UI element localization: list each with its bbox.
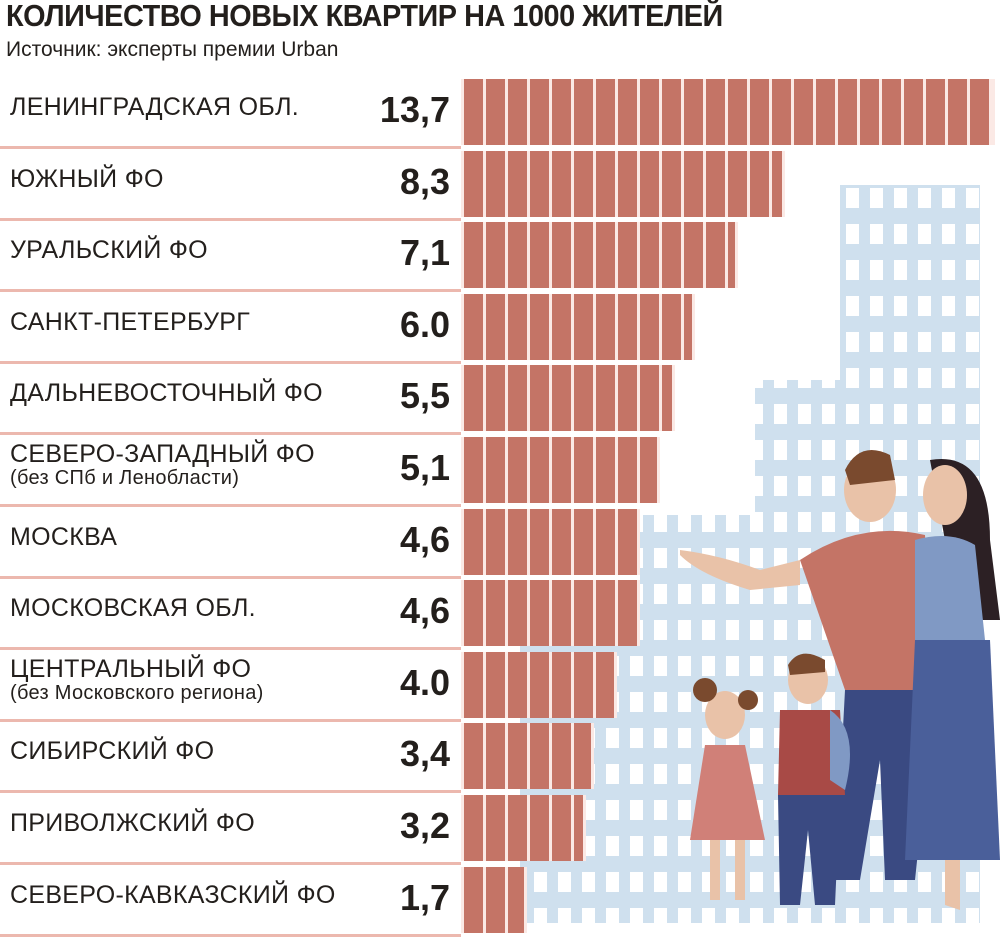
row-separator: [0, 146, 461, 149]
category-name: ЮЖНЫЙ ФО: [10, 164, 164, 193]
boy-figure: [778, 653, 850, 905]
row-separator: [0, 575, 461, 579]
category-name: СЕВЕРО-КАВКАЗСКИЙ ФО: [10, 880, 336, 909]
value-label: 4,6: [399, 590, 450, 632]
bar: [461, 651, 617, 718]
category-label: СЕВЕРО-ЗАПАДНЫЙ ФО (без СПб и Ленобласти): [10, 441, 315, 489]
category-name: МОСКВА: [10, 522, 118, 551]
bar: [461, 580, 641, 647]
row-separator: [0, 360, 461, 364]
bar-row: ЦЕНТРАЛЬНЫЙ ФО (без Московского региона) 4…: [0, 651, 1000, 722]
category-label: САНКТ-ПЕТЕРБУРГ: [10, 308, 250, 337]
category-note: (без Московского региона): [10, 681, 264, 704]
category-name: ЛЕНИНГРАДСКАЯ ОБЛ.: [10, 93, 300, 121]
category-label: УРАЛЬСКИЙ ФО: [10, 236, 208, 265]
bar-row: САНКТ-ПЕТЕРБУРГ 6.0: [0, 293, 1000, 364]
bar: [461, 365, 676, 432]
bar: [461, 723, 594, 790]
value-label: 7,1: [399, 232, 450, 274]
row-separator: [0, 647, 461, 651]
bar-row: ДАЛЬНЕВОСТОЧНЫЙ ФО 5,5: [0, 365, 1000, 436]
category-name: УРАЛЬСКИЙ ФО: [10, 236, 208, 265]
value-label: 5,5: [399, 375, 450, 417]
chart-source: Источник: эксперты премии Urban: [6, 38, 339, 61]
row-separator: [0, 862, 461, 865]
category-label: ДАЛЬНЕВОСТОЧНЫЙ ФО: [10, 379, 323, 408]
chart-title: КОЛИЧЕСТВО НОВЫХ КВАРТИР НА 1000 ЖИТЕЛЕЙ: [6, 0, 723, 33]
bar-row: МОСКОВСКАЯ ОБЛ. 4,6: [0, 580, 1000, 651]
value-label: 3,4: [399, 733, 450, 775]
bar: [461, 866, 528, 933]
category-name: САНКТ-ПЕТЕРБУРГ: [10, 307, 251, 336]
bar-row: СЕВЕРО-ЗАПАДНЫЙ ФО (без СПб и Ленобласти)…: [0, 437, 1000, 507]
woman-figure: [905, 459, 1000, 910]
value-label: 5,1: [399, 447, 450, 488]
row-separator: [0, 718, 461, 722]
row-separator: [0, 217, 461, 221]
value-label: 3,2: [399, 805, 450, 846]
bar: [461, 795, 586, 861]
bar: [461, 79, 995, 145]
category-name: ДАЛЬНЕВОСТОЧНЫЙ ФО: [10, 379, 323, 408]
category-name: ЦЕНТРАЛЬНЫЙ ФО: [10, 654, 252, 683]
bar: [461, 293, 695, 360]
category-name: МОСКОВСКАЯ ОБЛ.: [10, 594, 256, 623]
row-separator: [0, 432, 461, 436]
value-label: 1,7: [399, 876, 450, 918]
bar-row: ЮЖНЫЙ ФО 8,3: [0, 150, 1000, 221]
bar: [461, 437, 660, 503]
bar-row: УРАЛЬСКИЙ ФО 7,1: [0, 222, 1000, 293]
bar: [461, 508, 641, 575]
category-label: ЦЕНТРАЛЬНЫЙ ФО (без Московского региона): [10, 656, 264, 704]
row-separator: [0, 504, 461, 507]
value-label: 4.0: [399, 661, 450, 703]
category-label: МОСКОВСКАЯ ОБЛ.: [10, 594, 256, 623]
bar: [461, 150, 785, 217]
category-name: СИБИРСКИЙ ФО: [10, 737, 215, 766]
bar-row: МОСКВА 4,6: [0, 508, 1000, 579]
category-label: ЮЖНЫЙ ФО: [10, 165, 164, 194]
bar: [461, 222, 738, 289]
value-label: 13,7: [379, 89, 450, 130]
category-name: СЕВЕРО-ЗАПАДНЫЙ ФО: [10, 440, 315, 468]
row-separator: [0, 933, 461, 937]
category-label: СИБИРСКИЙ ФО: [10, 737, 214, 766]
value-label: 4,6: [399, 518, 450, 560]
bar-row: ПРИВОЛЖСКИЙ ФО 3,2: [0, 795, 1000, 865]
category-label: СЕВЕРО-КАВКАЗСКИЙ ФО: [10, 881, 336, 910]
category-label: ЛЕНИНГРАДСКАЯ ОБЛ.: [10, 93, 299, 122]
category-label: МОСКВА: [10, 523, 117, 552]
bar-row: ЛЕНИНГРАДСКАЯ ОБЛ. 13,7: [0, 79, 1000, 149]
category-name: ПРИВОЛЖСКИЙ ФО: [10, 809, 255, 837]
bar-row: СИБИРСКИЙ ФО 3,4: [0, 723, 1000, 794]
row-separator: [0, 289, 461, 293]
value-label: 6.0: [399, 303, 450, 345]
category-note: (без СПб и Ленобласти): [10, 467, 240, 489]
value-label: 8,3: [399, 160, 450, 202]
category-label: ПРИВОЛЖСКИЙ ФО: [10, 809, 255, 838]
row-separator: [0, 790, 461, 794]
girl-figure: [690, 678, 765, 900]
